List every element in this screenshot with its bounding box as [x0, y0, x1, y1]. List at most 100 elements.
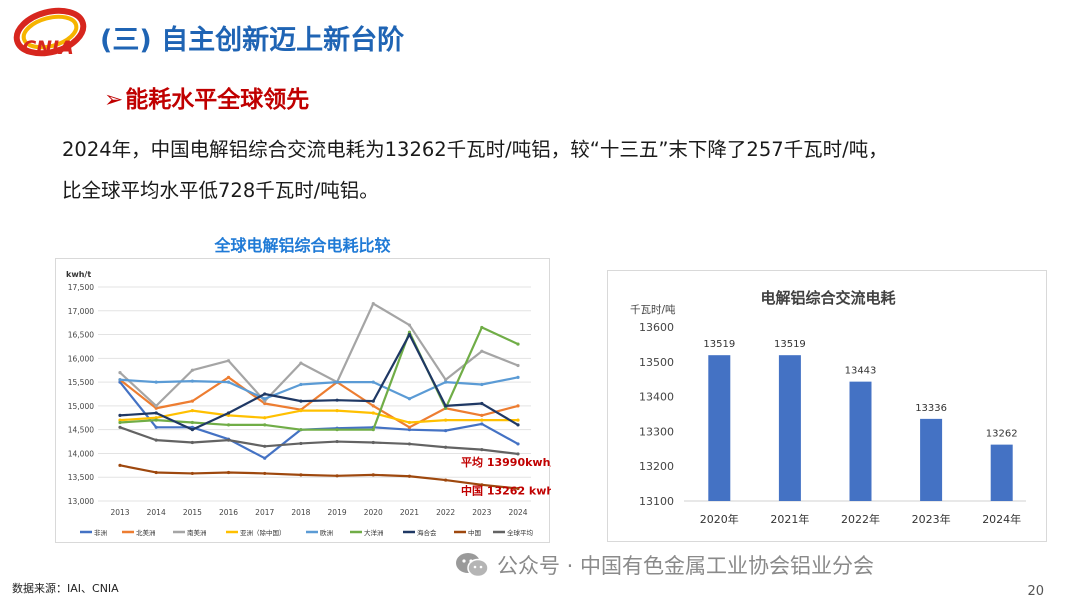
data-label: 13336: [915, 403, 947, 414]
data-point: [335, 398, 339, 402]
data-point: [407, 474, 412, 478]
legend-item: 全球平均: [507, 528, 534, 537]
subtitle: ➢能耗水平全球领先: [104, 80, 309, 114]
legend-item: 北美洲: [136, 528, 156, 537]
x-tick-label: 2024: [508, 508, 527, 517]
legend-item: 中国: [468, 528, 481, 537]
data-point: [226, 423, 231, 427]
data-point: [154, 406, 158, 410]
data-point: [263, 392, 267, 396]
data-point: [118, 463, 122, 467]
data-point: [407, 332, 412, 337]
data-point: [516, 486, 520, 491]
data-point: [118, 425, 122, 429]
x-tick-label: 2021: [400, 508, 419, 517]
data-point: [480, 325, 484, 330]
series-line-全球平均: [119, 426, 519, 456]
series-line-中国: [119, 464, 519, 490]
x-tick-label: 2013: [110, 508, 129, 517]
line-chart: kwh/t 13,000 13,500 14,000 14,500 15,000 15,50…: [66, 270, 564, 537]
legend-item: 非洲: [94, 528, 107, 537]
data-point: [480, 413, 484, 417]
data-point: [118, 371, 122, 375]
data-point: [154, 411, 158, 415]
left-chart-panel: kwh/t 13,000 13,500 14,000 14,500 15,000 15,50…: [55, 258, 564, 543]
x-tick-label: 2016: [219, 508, 238, 517]
data-point: [407, 323, 412, 327]
x-tick-label: 2022年: [841, 512, 880, 526]
data-point: [154, 470, 158, 475]
data-point: [190, 428, 194, 432]
data-point: [480, 349, 484, 353]
data-point: [516, 404, 520, 408]
data-label: 13519: [703, 339, 735, 350]
data-point: [371, 404, 375, 408]
y-tick-label: 13,500: [68, 473, 94, 482]
data-point: [407, 330, 412, 334]
data-source: 数据来源：IAI、CNIA: [12, 582, 119, 595]
watermark: 公众号 · 中国有色金属工业协会铝业分会: [455, 550, 874, 580]
data-point: [190, 399, 194, 403]
body-text-line2: 比全球平均水平低728千瓦时/吨铝。: [62, 179, 379, 202]
y-tick-label: 14,500: [68, 426, 94, 435]
annotation-china: 中国 13262 kwh/t: [461, 484, 551, 498]
logo-swoosh-yellow: [21, 14, 79, 50]
bar: [849, 381, 872, 501]
legend-item: 南美洲: [187, 528, 207, 537]
data-point: [407, 428, 412, 432]
data-point: [335, 409, 339, 413]
data-point: [299, 428, 303, 432]
y-tick-label: 13100: [639, 495, 674, 508]
data-point: [335, 439, 339, 444]
right-chart-panel: 电解铝综合交流电耗 千瓦时/吨 13100 13200 13300 13400 13500 1…: [607, 270, 1047, 542]
data-point: [480, 401, 484, 406]
data-point: [444, 380, 448, 384]
y-tick-label: 16,000: [68, 354, 94, 363]
data-point: [299, 473, 303, 477]
y-tick-label: 13600: [639, 321, 674, 334]
x-tick-label: 2021年: [770, 512, 809, 526]
y-tick-label: 17,500: [68, 283, 94, 292]
data-point: [335, 380, 339, 384]
data-point: [480, 483, 484, 487]
data-point: [407, 397, 412, 401]
legend-item: 大洋洲: [364, 528, 384, 537]
data-point: [263, 423, 267, 427]
data-point: [516, 375, 520, 379]
data-point: [444, 404, 448, 408]
data-point: [118, 420, 122, 425]
data-point: [190, 409, 194, 413]
data-point: [335, 428, 339, 432]
series-line-亚洲（除中国）: [119, 409, 518, 424]
data-point: [226, 470, 231, 475]
data-label: 13262: [986, 429, 1018, 440]
data-label: 13443: [845, 366, 877, 377]
data-point: [190, 379, 194, 383]
data-point: [263, 456, 267, 460]
data-point: [190, 420, 194, 425]
legend-item: 欧洲: [320, 528, 333, 537]
y-tick-label: 14,000: [68, 449, 94, 458]
data-point: [299, 399, 303, 403]
data-point: [371, 411, 375, 415]
data-point: [516, 423, 520, 427]
data-point: [407, 442, 412, 446]
x-tick-label: 2017: [255, 508, 274, 517]
data-point: [480, 422, 484, 426]
y-tick-label: 13500: [639, 356, 674, 369]
y-tick-label: 16,500: [68, 331, 94, 340]
data-point: [190, 471, 194, 476]
data-point: [444, 406, 448, 410]
series-line-海合会: [119, 333, 519, 431]
data-point: [371, 428, 375, 432]
data-point: [444, 478, 448, 482]
y-tick-label: 13200: [639, 460, 674, 473]
data-point: [263, 416, 267, 420]
bar: [920, 418, 943, 501]
legend-item: 亚洲（除中国）: [240, 528, 286, 537]
legend-item: 海合会: [417, 528, 437, 537]
data-point: [263, 471, 267, 476]
data-point: [154, 438, 158, 442]
wechat-icon: [456, 553, 489, 578]
